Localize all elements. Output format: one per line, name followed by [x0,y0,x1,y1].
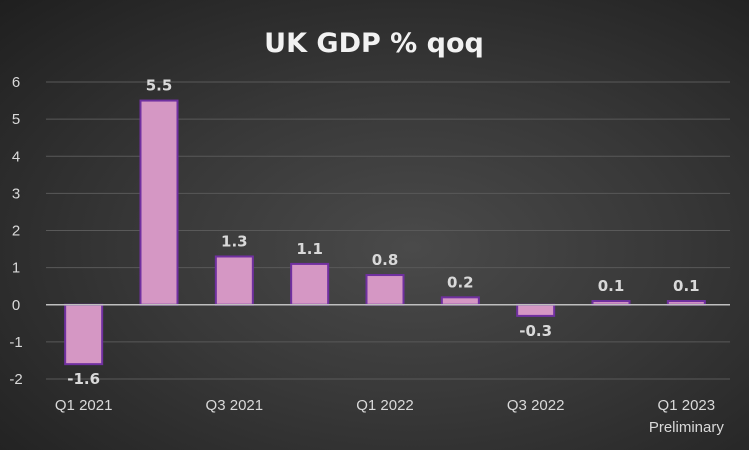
data-label: 0.1 [598,277,625,295]
y-tick-label: 1 [12,260,20,277]
bar [139,99,179,306]
data-label: 5.5 [146,77,173,95]
data-label: 0.1 [673,277,700,295]
y-tick-label: -1 [9,334,22,351]
bar [64,303,104,366]
y-tick-label: 0 [12,297,20,314]
y-tick-label: 2 [12,223,20,240]
x-tick-sublabel: Preliminary [649,419,725,436]
bar [290,262,330,306]
bar [440,296,480,306]
x-tick-label: Q1 2021 [55,397,113,414]
y-tick-label: 4 [12,148,20,165]
y-tick-label: 5 [12,111,20,128]
bar [365,274,405,306]
y-tick-label: -2 [9,371,22,388]
x-tick-label: Q1 2022 [356,397,414,414]
chart-title: UK GDP % qoq [264,28,484,59]
y-tick-label: 6 [12,74,20,91]
x-tick-label: Q3 2021 [206,397,264,414]
data-label: 1.1 [296,240,323,258]
x-tick-label: Q1 2023 [658,397,716,414]
x-tick-label: Q3 2022 [507,397,565,414]
bar [214,255,254,306]
data-label: -1.6 [67,370,100,388]
data-label: 1.3 [221,232,248,250]
data-label: 0.2 [447,273,474,291]
bar [516,303,556,317]
y-tick-label: 3 [12,185,20,202]
data-label: -0.3 [519,322,552,340]
data-label: 0.8 [372,251,399,269]
